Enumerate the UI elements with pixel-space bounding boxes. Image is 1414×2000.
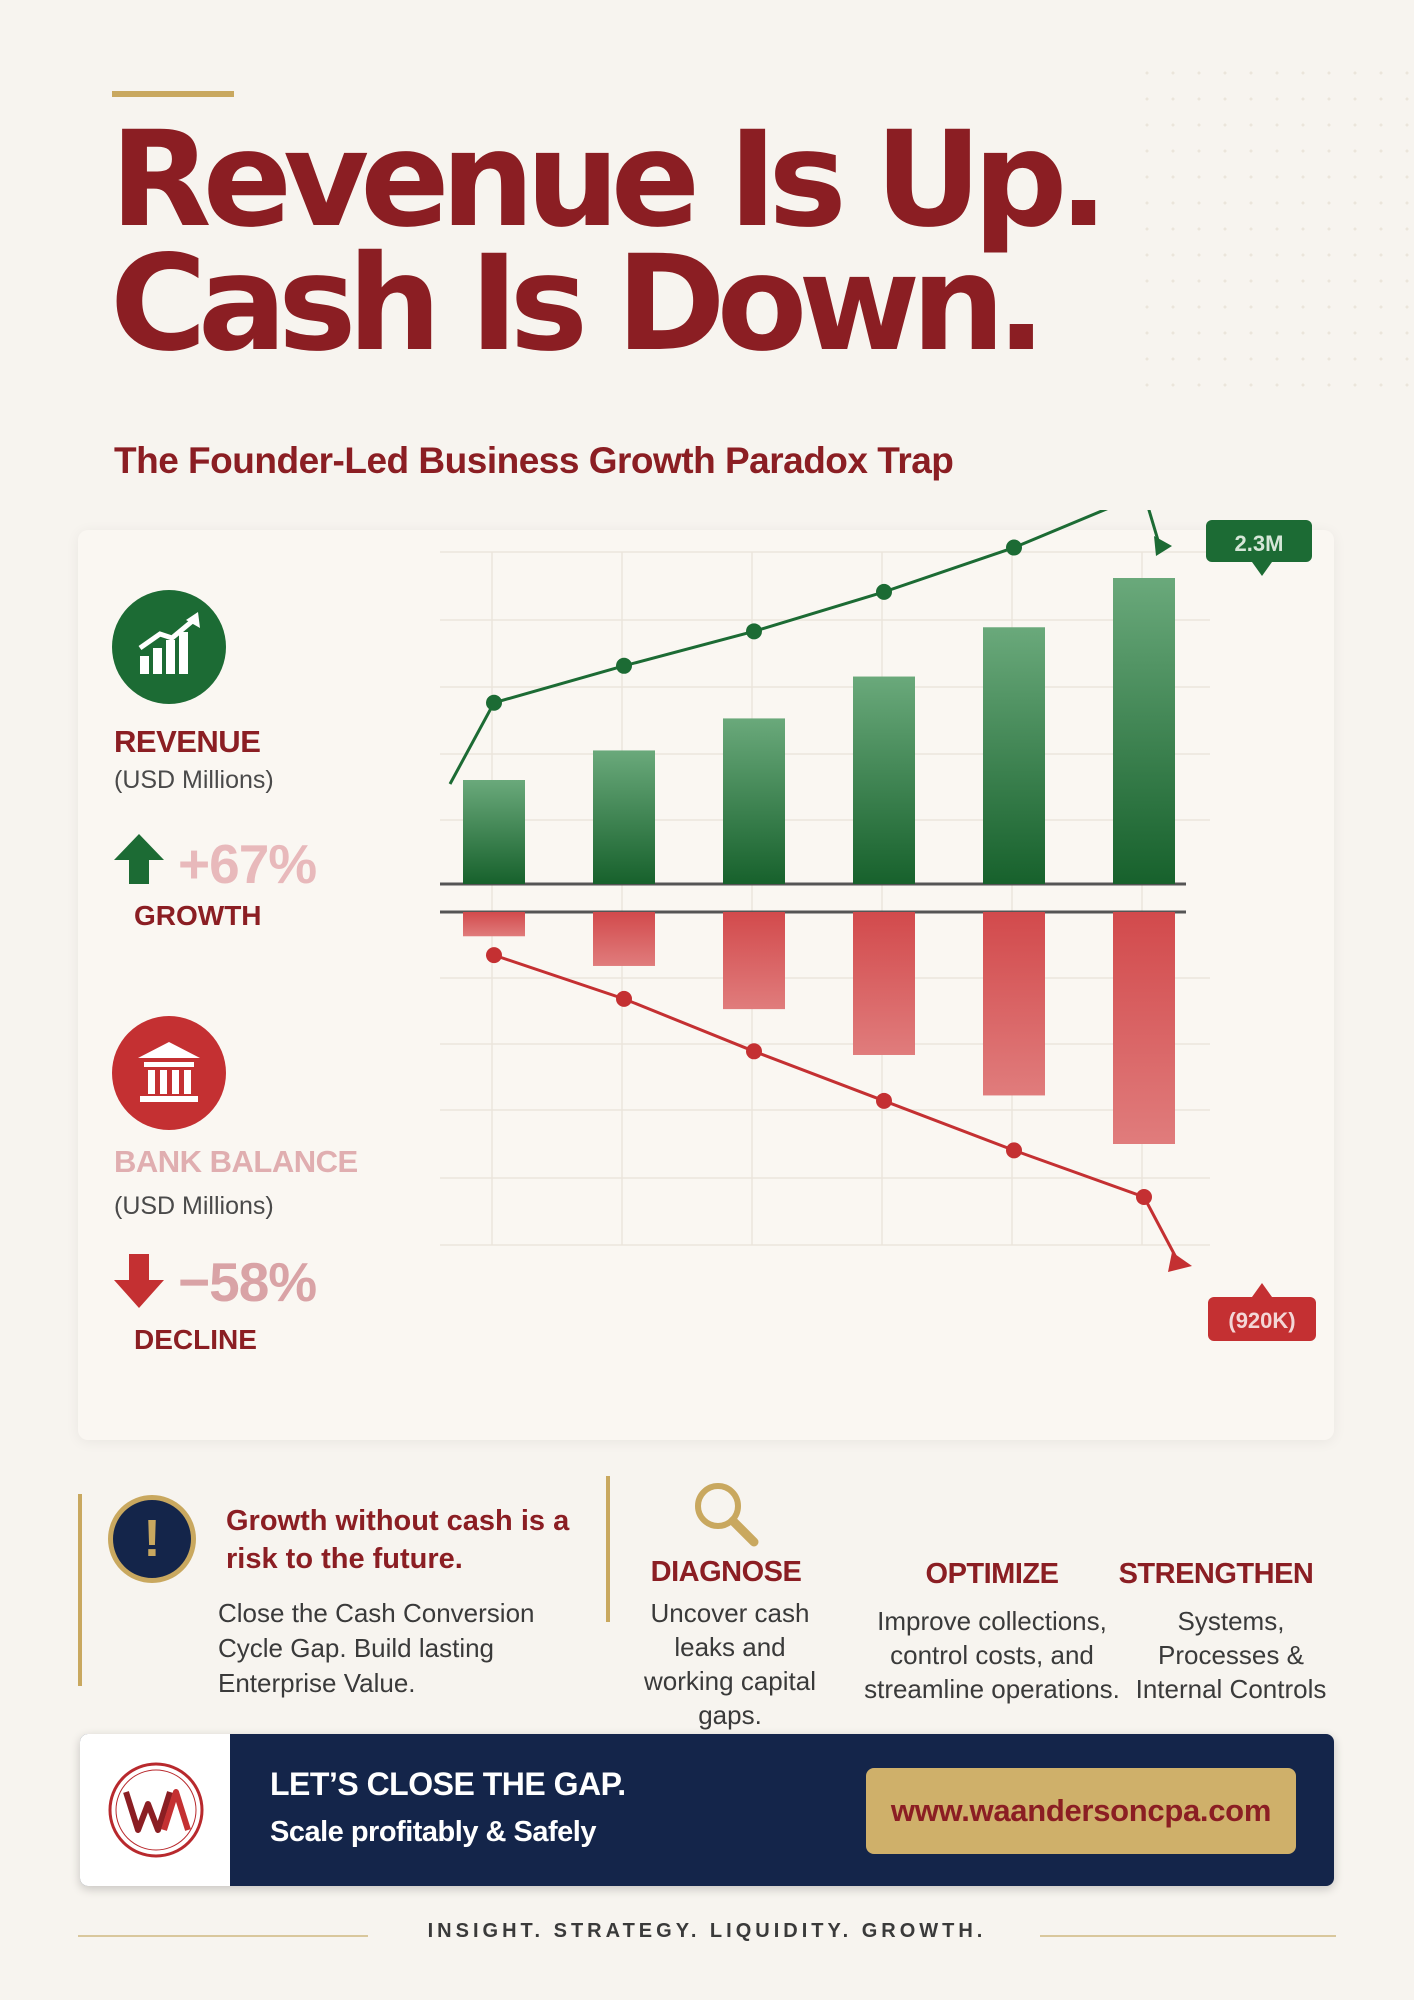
cash-bar [1113, 912, 1175, 1144]
cash-end-label-box [1208, 1297, 1316, 1341]
revenue-change-value: +67% [178, 833, 317, 895]
cash-bar [723, 912, 785, 1010]
revenue-kpi-unit: (USD Millions) [114, 766, 274, 794]
cash-bar [853, 912, 915, 1055]
section-divider [606, 1476, 610, 1622]
revenue-end-label-box [1206, 520, 1312, 562]
revenue-trend-line [448, 510, 1162, 785]
revenue-trend-point [1006, 539, 1022, 556]
website-link-button[interactable]: www.waandersoncpa.com [866, 1768, 1296, 1854]
footer-line-right [1040, 1935, 1336, 1937]
title-line-2: Cash Is Down. [110, 227, 1046, 381]
bank-building-icon [112, 1016, 226, 1130]
cash-trend-point [746, 1043, 762, 1060]
revenue-bar [723, 718, 785, 884]
decorative-dot-grid [1134, 60, 1414, 390]
step-optimize-title: OPTIMIZE [925, 1558, 1059, 1590]
revenue-bar [983, 627, 1045, 884]
bar-chart-growth-icon [112, 590, 226, 704]
message-text: Close the Cash Conversion Cycle Gap. Bui… [218, 1598, 535, 1698]
cash-trend-point [486, 947, 502, 964]
revenue-end-label-pointer [1252, 562, 1272, 576]
revenue-bar [1113, 578, 1175, 884]
logo-box [80, 1734, 230, 1886]
step-optimize-text: Improve collections, control costs, and … [864, 1606, 1120, 1704]
magnifier-icon [695, 1483, 759, 1547]
cash-bar [983, 912, 1045, 1096]
revenue-bar [463, 780, 525, 884]
company-logo-icon [108, 1762, 204, 1858]
cash-trend-point [876, 1092, 892, 1109]
revenue-trend-point [486, 694, 502, 711]
title-line-1: Revenue Is Up. [110, 103, 1109, 257]
cash-bar [463, 912, 525, 937]
revenue-change-label: GROWTH [134, 900, 262, 931]
page-title: Revenue Is Up. Cash Is Down. [110, 103, 1210, 381]
cta-banner: LET’S CLOSE THE GAP. Scale profitably & … [80, 1734, 1334, 1886]
revenue-trend-point [746, 623, 762, 640]
revenue-kpi-title: REVENUE [114, 724, 261, 759]
cash-trend-arrowhead [1168, 1252, 1192, 1272]
page-subtitle: The Founder-Led Business Growth Paradox … [114, 440, 954, 481]
revenue-bar [593, 750, 655, 884]
warning-icon: ! [108, 1495, 196, 1583]
revenue-trend-arrowhead [1154, 536, 1172, 556]
bank-change-label: DECLINE [134, 1324, 257, 1355]
revenue-vs-cash-chart: 2.3M (920K) [440, 510, 1316, 1341]
cash-trend-point [1006, 1142, 1022, 1159]
cta-title: LET’S CLOSE THE GAP. [270, 1766, 626, 1802]
revenue-end-label: 2.3M [1235, 531, 1284, 556]
top-accent-bar [112, 91, 234, 97]
revenue-trend-point [876, 583, 892, 600]
cash-end-label-pointer [1252, 1283, 1272, 1297]
bank-change-value: −58% [178, 1251, 317, 1313]
step-diagnose-title: DIAGNOSE [650, 1556, 802, 1588]
cash-trend-point [1136, 1189, 1152, 1205]
bank-kpi-unit: (USD Millions) [114, 1192, 274, 1220]
message-accent-line [78, 1494, 82, 1686]
message-title: Growth without cash is a risk to the fut… [226, 1505, 570, 1575]
revenue-bar [853, 676, 915, 884]
step-strengthen-text: Systems, Processes & Internal Controls [1135, 1606, 1327, 1704]
step-strengthen-title: STRENGTHEN [1118, 1558, 1314, 1590]
arrow-down-icon [112, 1252, 166, 1315]
footer-line-left [78, 1935, 368, 1937]
bank-kpi-title: BANK BALANCE [114, 1144, 358, 1179]
cash-end-label: (920K) [1228, 1308, 1295, 1333]
cash-trend-point [616, 990, 632, 1007]
arrow-up-icon [112, 832, 166, 891]
step-diagnose-text: Uncover cash leaks and working capital g… [644, 1598, 816, 1730]
revenue-trend-point [616, 657, 632, 674]
cash-bar [593, 912, 655, 966]
footer-tagline: INSIGHT. STRATEGY. LIQUIDITY. GROWTH. [427, 1920, 987, 1942]
cta-subtitle: Scale profitably & Safely [270, 1816, 596, 1848]
